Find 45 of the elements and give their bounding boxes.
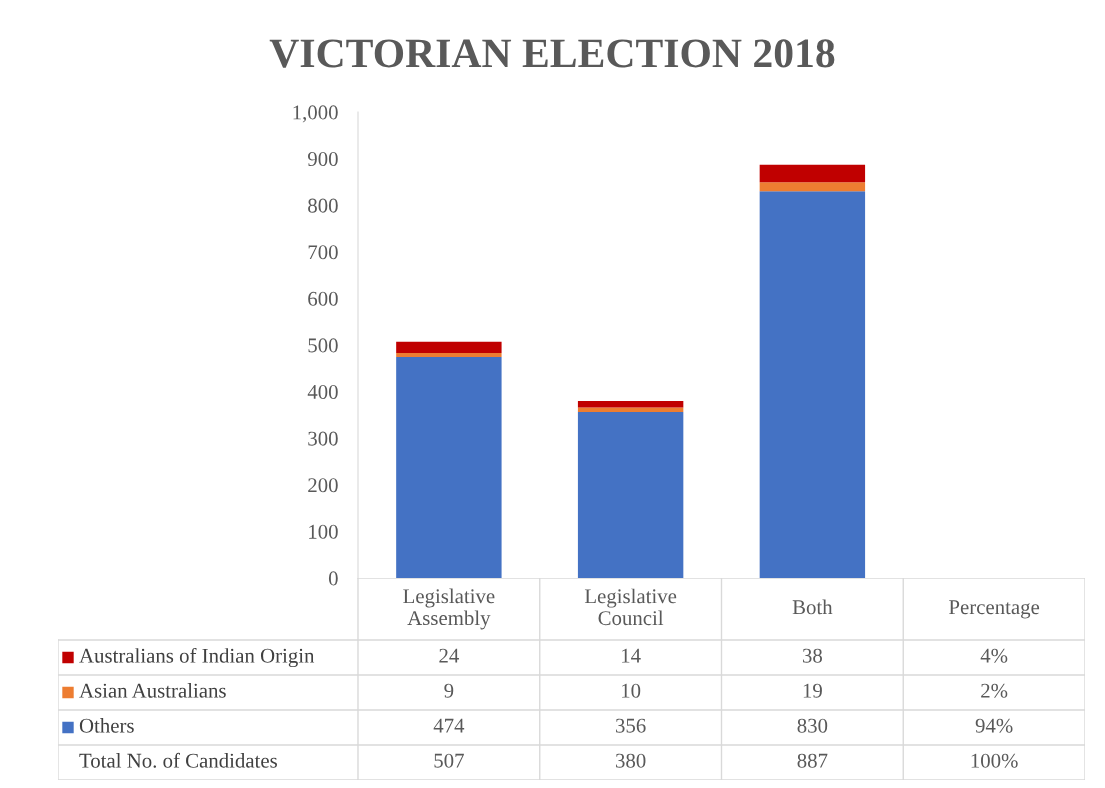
chart-title: VICTORIAN ELECTION 2018	[269, 39, 835, 68]
y-tick-label: 300	[308, 431, 338, 446]
data-label: 14	[622, 648, 641, 663]
x-tick-label: Legislative Assembly	[403, 588, 495, 630]
bar	[759, 182, 866, 192]
legend-label: Australians of Indian Origin	[79, 647, 315, 668]
bar	[759, 191, 866, 578]
y-tick-label: 800	[308, 198, 338, 213]
data-label: 830	[797, 718, 828, 733]
data-label: 474	[433, 718, 465, 733]
x-tick-label: Percentage	[949, 600, 1040, 619]
data-label: 356	[616, 718, 646, 733]
bar	[396, 341, 502, 353]
bar	[759, 164, 866, 183]
x-tick-label: Legislative Council	[584, 588, 677, 626]
y-tick-label: 1,000	[293, 105, 338, 123]
data-label: 9	[444, 683, 454, 698]
bar	[577, 400, 684, 408]
data-label: 38	[802, 648, 822, 663]
data-label: 24	[439, 648, 459, 663]
text: Total No. of Candidates	[79, 752, 277, 768]
text: 380	[616, 753, 646, 768]
y-tick-label: 500	[308, 338, 338, 353]
y-tick-label: 100	[309, 524, 338, 539]
text: 4%	[980, 648, 1008, 663]
data-label: 19	[803, 683, 822, 698]
data-label: 10	[622, 683, 641, 698]
text: 887	[797, 753, 828, 768]
legend-label: Asian Australians	[79, 683, 226, 698]
y-tick-label: 200	[308, 478, 338, 493]
y-tick-label: 0	[328, 571, 338, 586]
bar	[577, 412, 684, 578]
y-tick-label: 600	[308, 291, 338, 306]
text: 2%	[981, 683, 1008, 698]
y-tick-label: 700	[308, 245, 338, 260]
y-tick-label: 400	[307, 384, 338, 400]
bar	[577, 407, 684, 413]
bar	[396, 357, 502, 578]
legend-label: Others	[79, 718, 134, 733]
y-tick-label: 900	[307, 151, 338, 167]
text: 100%	[971, 753, 1018, 768]
text: 94%	[975, 718, 1013, 733]
bar	[396, 352, 502, 358]
text: 507	[434, 753, 464, 768]
x-tick-label: Both	[792, 599, 833, 615]
